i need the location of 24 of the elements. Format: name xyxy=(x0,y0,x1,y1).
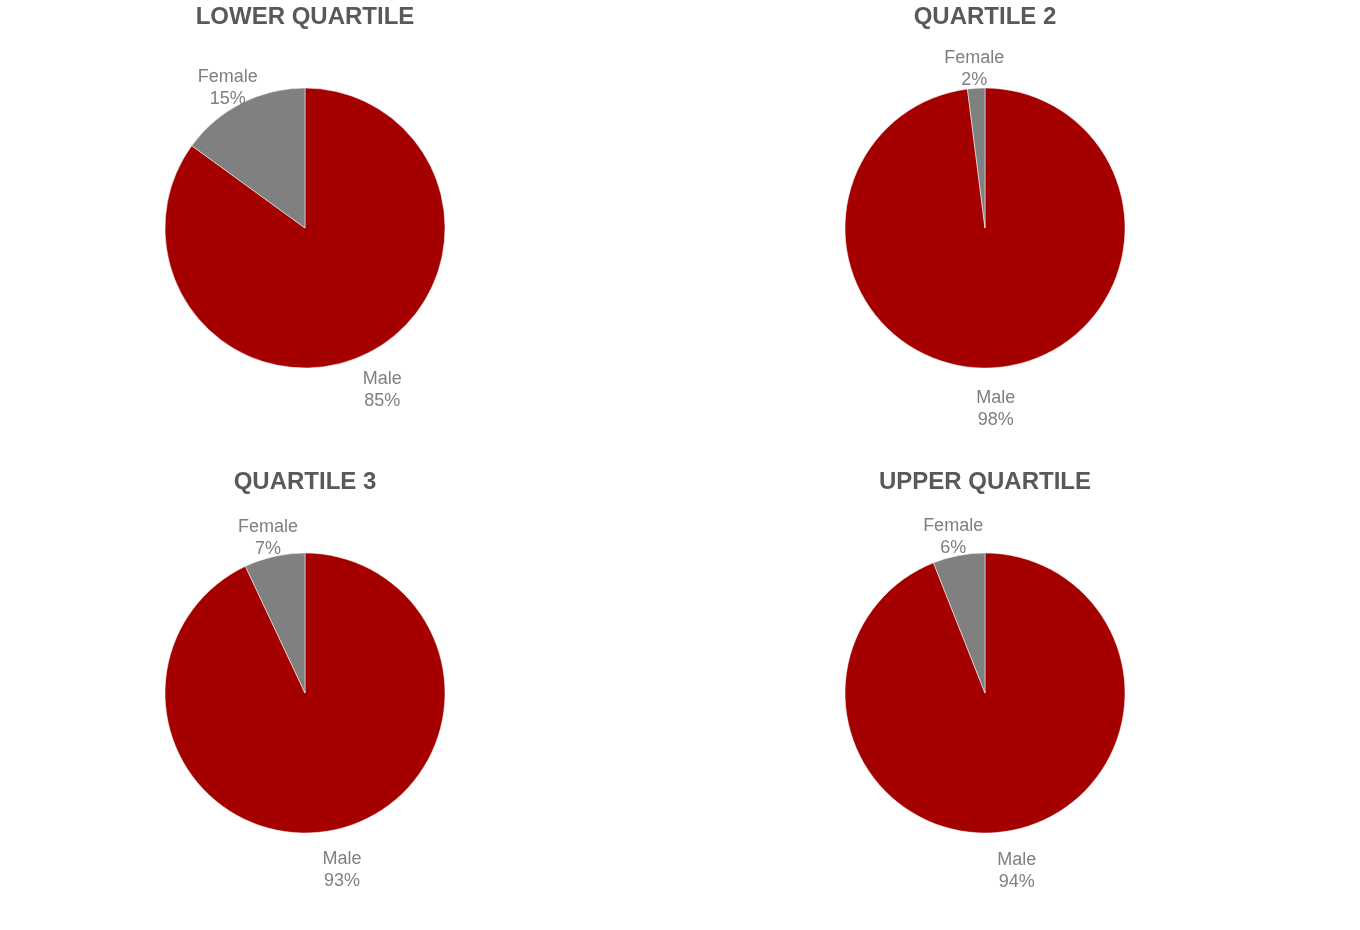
chart-title: QUARTILE 2 xyxy=(913,2,1057,29)
data-label: 94% xyxy=(998,870,1035,891)
pie-slice xyxy=(844,87,1126,368)
data-label: 6% xyxy=(940,537,967,558)
chart-title: UPPER QUARTILE xyxy=(878,467,1092,494)
slice-label: Female xyxy=(923,515,984,536)
data-label: 85% xyxy=(364,390,401,411)
slice-label: Male xyxy=(362,368,402,389)
chart-title: LOWER QUARTILE xyxy=(195,2,415,29)
chart-title: QUARTILE 3 xyxy=(233,467,377,494)
data-label: 15% xyxy=(209,87,246,108)
slice-label: Male xyxy=(976,386,1016,407)
slice-label: Female xyxy=(944,47,1005,68)
slice-label: Female xyxy=(237,516,298,537)
data-label: 7% xyxy=(254,538,281,559)
slice-label: Female xyxy=(197,65,258,86)
data-label: 93% xyxy=(324,869,361,890)
slice-label: Male xyxy=(322,847,362,868)
pie-slice xyxy=(844,552,1126,833)
data-label: 98% xyxy=(977,408,1014,429)
data-label: 2% xyxy=(961,69,988,90)
slice-label: Male xyxy=(997,848,1037,869)
pie-slice xyxy=(164,87,446,369)
pie-slice xyxy=(164,552,446,834)
